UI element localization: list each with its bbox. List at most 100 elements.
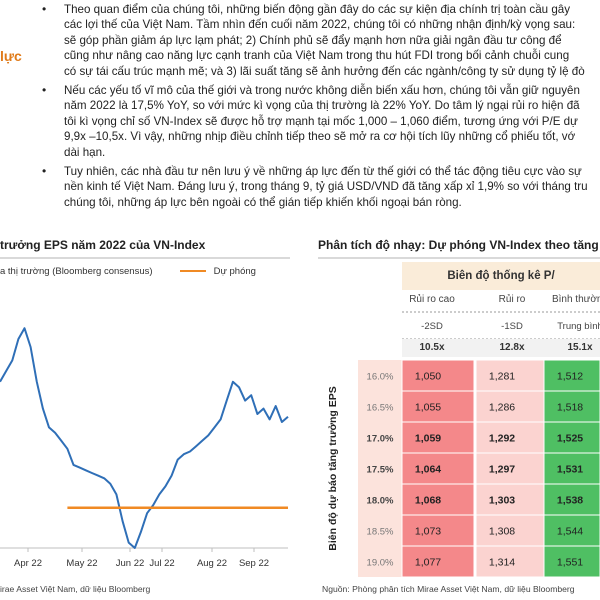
x-tick-label: Sep 22	[239, 558, 269, 569]
col-pe: 10.5x	[419, 342, 444, 353]
bullet-1: Theo quan điểm của chúng tôi, những biến…	[42, 2, 600, 79]
cell-value: 1,314	[489, 557, 515, 569]
left-panel-source: irae Asset Việt Nam, dữ liệu Bloomberg	[0, 584, 151, 594]
eps-line-chart: Apr 22 May 22 Jun 22 Jul 22 Aug 22 Sep 22	[0, 327, 289, 569]
cell-value: 1,303	[489, 495, 515, 507]
table-cell	[401, 390, 475, 423]
cell-value: 1,512	[557, 371, 583, 383]
legend-forecast-label: Dự phóng	[213, 266, 256, 277]
row-label: 18.0%	[367, 496, 394, 507]
x-tick-label: Apr 22	[14, 558, 42, 569]
col-sd: -2SD	[421, 321, 443, 332]
table-cell	[543, 390, 600, 423]
col-header: Rủi ro cao	[409, 293, 455, 305]
table-cell	[543, 421, 600, 454]
col-header: Bình thường	[552, 294, 600, 305]
cell-value: 1,055	[415, 402, 441, 414]
bullet-line: 9,9x –10,5x. Vì vậy, những nhịp điều chỉ…	[64, 130, 576, 144]
table-header-title: Biên độ thống kê P/	[402, 262, 600, 290]
col-pe: 15.1x	[567, 342, 592, 353]
col-pe: 12.8x	[499, 342, 524, 353]
bullet-line: các lợi thế của Việt Nam. Tầm nhìn đến c…	[64, 18, 576, 32]
table-cell	[401, 514, 475, 547]
cell-value: 1,286	[489, 402, 515, 414]
row-label-cell	[358, 422, 402, 453]
series-line-market	[0, 327, 289, 549]
bullet-line: Tuy nhiên, các nhà đầu tư nên lưu ý về n…	[64, 165, 582, 179]
x-tick-label: Jun 22	[116, 558, 145, 569]
legend-forecast-swatch	[180, 270, 206, 273]
left-panel-divider	[0, 257, 290, 259]
bullet-line: Theo quan điểm của chúng tôi, những biến…	[64, 3, 571, 16]
bullet-line: nền kinh tế Việt Nam. Đáng lưu ý, trong …	[64, 180, 588, 194]
bullet-line: có sự tái cấu trúc mạnh mẽ; và 3) lãi su…	[64, 64, 585, 78]
cell-value: 1,538	[557, 495, 583, 507]
left-panel-title: trưởng EPS năm 2022 của VN-Index	[0, 238, 206, 252]
cell-value: 1,544	[557, 526, 583, 538]
bullet-line: Nếu các yếu tố vĩ mô của thế giới và tro…	[64, 84, 580, 98]
bullet-2: Nếu các yếu tố vĩ mô của thế giới và tro…	[42, 83, 600, 160]
col-sd: -1SD	[501, 321, 523, 332]
table-cell	[543, 359, 600, 392]
row-label-cell	[358, 484, 402, 515]
table-cell	[543, 452, 600, 485]
bullet-list: Theo quan điểm của chúng tôi, những biến…	[42, 2, 600, 214]
table-cell	[401, 483, 475, 516]
x-tick-label: Jul 22	[149, 558, 174, 569]
cell-value: 1,059	[415, 433, 441, 445]
row-axis-label: Biên độ dự báo tăng trưởng EPS	[327, 386, 339, 550]
table-cell	[475, 421, 549, 454]
row-label: 19.0%	[367, 558, 394, 569]
bullet-line: sẽ góp phần giảm áp lực lạm phát; 2) Chí…	[64, 33, 562, 47]
table-cell	[401, 452, 475, 485]
x-tick-label: Aug 22	[197, 558, 227, 569]
table-cell	[401, 421, 475, 454]
cell-value: 1,050	[415, 371, 441, 383]
legend-market-label: a thị trường (Bloomberg consensus)	[0, 266, 153, 277]
table-cell	[475, 545, 549, 578]
row-label-cell	[358, 546, 402, 577]
right-panel-source: Nguồn: Phòng phân tích Mirae Asset Việt …	[322, 584, 575, 594]
table-cell	[475, 514, 549, 547]
row-label: 16.0%	[367, 372, 394, 383]
cell-value: 1,068	[415, 495, 441, 507]
bullet-3: Tuy nhiên, các nhà đầu tư nên lưu ý về n…	[42, 164, 600, 210]
col-header: Rủi ro	[499, 293, 526, 305]
col-sd: Trung bình	[557, 321, 600, 332]
row-label: 16.5%	[367, 403, 394, 414]
row-label-cell	[358, 391, 402, 422]
table-cell	[543, 483, 600, 516]
bullet-line: dài hạn.	[64, 145, 106, 159]
cell-value: 1,297	[489, 464, 515, 476]
x-tick-label: May 22	[66, 558, 97, 569]
cell-value: 1,525	[557, 433, 583, 445]
cell-value: 1,531	[557, 464, 583, 476]
right-panel-title: Phân tích độ nhạy: Dự phóng VN-Index the…	[318, 238, 599, 252]
cell-value: 1,308	[489, 526, 515, 538]
cell-value: 1,077	[415, 557, 441, 569]
cell-value: 1,292	[489, 433, 515, 445]
right-panel-divider	[318, 257, 600, 259]
row-label: 17.5%	[367, 465, 394, 476]
table-cell	[475, 390, 549, 423]
row-label: 17.0%	[367, 434, 394, 445]
cell-value: 1,281	[489, 371, 515, 383]
row-label-cell	[358, 515, 402, 546]
table-cell	[543, 514, 600, 547]
row-label: 18.5%	[367, 527, 394, 538]
table-cell	[475, 483, 549, 516]
legend-market: a thị trường (Bloomberg consensus)	[0, 266, 153, 277]
row-label-cell	[358, 360, 402, 391]
sensitivity-table: Rủi ro cao Rủi ro Bình thường -2SD -1SD Trung…	[327, 293, 600, 578]
bullet-line: chúng tôi, những áp lực bên ngoài có thể…	[64, 195, 462, 209]
bullet-line: cũng như nâng cao năng lực cạnh tranh củ…	[64, 49, 570, 63]
legend-forecast: Dự phóng	[180, 266, 256, 277]
table-cell	[401, 545, 475, 578]
section-side-label: lực	[0, 48, 22, 64]
pe-row-bg	[402, 339, 600, 357]
bullet-line: tôi kì vọng chỉ số VN-Index sẽ được hỗ t…	[64, 114, 578, 128]
cell-value: 1,064	[415, 464, 441, 476]
cell-value: 1,073	[415, 526, 441, 538]
row-label-cell	[358, 453, 402, 484]
bullet-line: năm 2022 là 17,5% YoY, so với mức kì vọn…	[64, 99, 580, 113]
